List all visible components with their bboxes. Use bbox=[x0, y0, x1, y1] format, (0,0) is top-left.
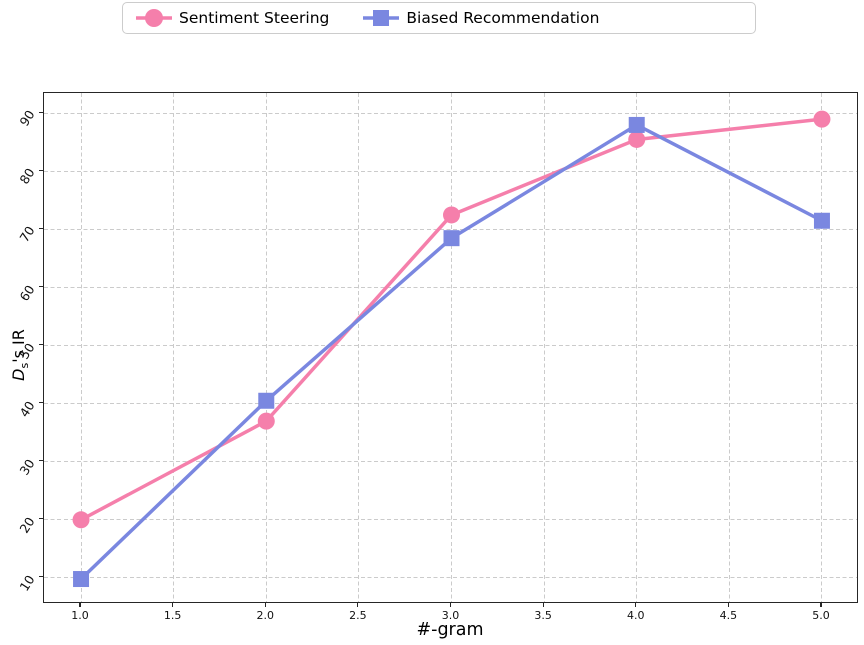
legend: Sentiment Steering Biased Recommendation bbox=[122, 2, 756, 34]
y-tick-label: 80 bbox=[16, 165, 38, 188]
gridline-vertical bbox=[636, 93, 638, 602]
x-tick-mark bbox=[172, 603, 174, 607]
y-axis-label-subscript: s bbox=[18, 362, 32, 369]
data-point-circle bbox=[628, 130, 646, 148]
legend-label: Biased Recommendation bbox=[406, 9, 600, 27]
x-tick-mark bbox=[449, 603, 452, 607]
y-tick-mark bbox=[38, 285, 43, 288]
y-tick-mark bbox=[38, 460, 43, 462]
gridline-vertical bbox=[451, 93, 452, 602]
y-tick-mark bbox=[38, 111, 43, 113]
series-layer bbox=[72, 110, 831, 588]
gridline-horizontal bbox=[44, 403, 857, 405]
data-point-circle bbox=[443, 206, 460, 224]
legend-entry: Sentiment Steering bbox=[136, 8, 329, 28]
data-point-square bbox=[813, 212, 830, 229]
gridline-horizontal bbox=[44, 345, 857, 347]
x-tick-mark bbox=[727, 603, 729, 607]
x-tick-mark bbox=[79, 603, 81, 607]
gridline-vertical bbox=[358, 93, 360, 602]
x-tick-label: 3.5 bbox=[534, 609, 552, 622]
x-tick-label: 2.0 bbox=[256, 609, 275, 622]
series-line bbox=[79, 117, 824, 522]
y-tick-mark bbox=[38, 518, 43, 520]
series-line bbox=[79, 123, 824, 581]
gridline-vertical bbox=[543, 93, 545, 602]
y-tick-label: 20 bbox=[16, 514, 38, 536]
data-point-square bbox=[258, 392, 275, 409]
data-point-circle bbox=[813, 110, 831, 128]
y-tick-label: 40 bbox=[16, 397, 38, 420]
x-tick-label: 1.0 bbox=[71, 609, 89, 622]
gridline-horizontal bbox=[44, 287, 857, 289]
gridline-horizontal bbox=[44, 170, 857, 172]
x-tick-mark bbox=[264, 603, 266, 607]
x-tick-label: 4.0 bbox=[626, 609, 645, 622]
plot-area bbox=[43, 92, 858, 603]
x-tick-label: 1.5 bbox=[163, 609, 182, 622]
gridline-vertical bbox=[821, 93, 823, 602]
x-tick-label: 2.5 bbox=[349, 609, 367, 622]
gridline-horizontal bbox=[44, 461, 857, 463]
legend-square-marker-icon bbox=[363, 10, 400, 26]
y-tick-label: 10 bbox=[16, 572, 38, 594]
y-tick-label: 60 bbox=[16, 281, 38, 304]
gridline-horizontal bbox=[44, 112, 857, 114]
legend-label: Sentiment Steering bbox=[179, 9, 330, 27]
x-tick-label: 5.0 bbox=[812, 609, 830, 622]
x-tick-mark bbox=[635, 603, 637, 607]
gridline-vertical bbox=[265, 93, 267, 602]
gridline-horizontal bbox=[44, 577, 857, 579]
x-tick-mark bbox=[357, 603, 359, 607]
x-tick-label: 4.5 bbox=[719, 609, 738, 622]
y-tick-label: 70 bbox=[16, 223, 38, 246]
x-tick-mark bbox=[820, 603, 822, 607]
gridline-horizontal bbox=[44, 519, 857, 521]
y-axis-label-variable: D bbox=[8, 368, 28, 381]
data-point-square bbox=[628, 116, 645, 133]
x-axis-label: #-gram bbox=[416, 620, 484, 640]
gridline-horizontal bbox=[44, 228, 857, 230]
legend-circle-marker-icon bbox=[136, 9, 172, 27]
gridline-vertical bbox=[173, 93, 175, 602]
legend-entry: Biased Recommendation bbox=[363, 8, 599, 28]
data-point-square bbox=[73, 571, 90, 588]
y-tick-mark bbox=[38, 169, 43, 171]
data-point-circle bbox=[72, 511, 90, 529]
y-tick-mark bbox=[38, 576, 43, 578]
y-tick-label: 30 bbox=[16, 455, 38, 478]
x-tick-mark bbox=[542, 603, 544, 607]
y-tick-mark bbox=[38, 402, 43, 404]
data-point-circle bbox=[257, 412, 275, 430]
gridline-vertical bbox=[728, 93, 730, 602]
data-point-square bbox=[443, 230, 460, 247]
y-tick-label: 90 bbox=[16, 107, 38, 130]
y-tick-mark bbox=[38, 227, 43, 230]
y-tick-mark bbox=[38, 343, 43, 346]
gridline-vertical bbox=[80, 93, 82, 602]
x-tick-label: 3.0 bbox=[441, 609, 460, 622]
